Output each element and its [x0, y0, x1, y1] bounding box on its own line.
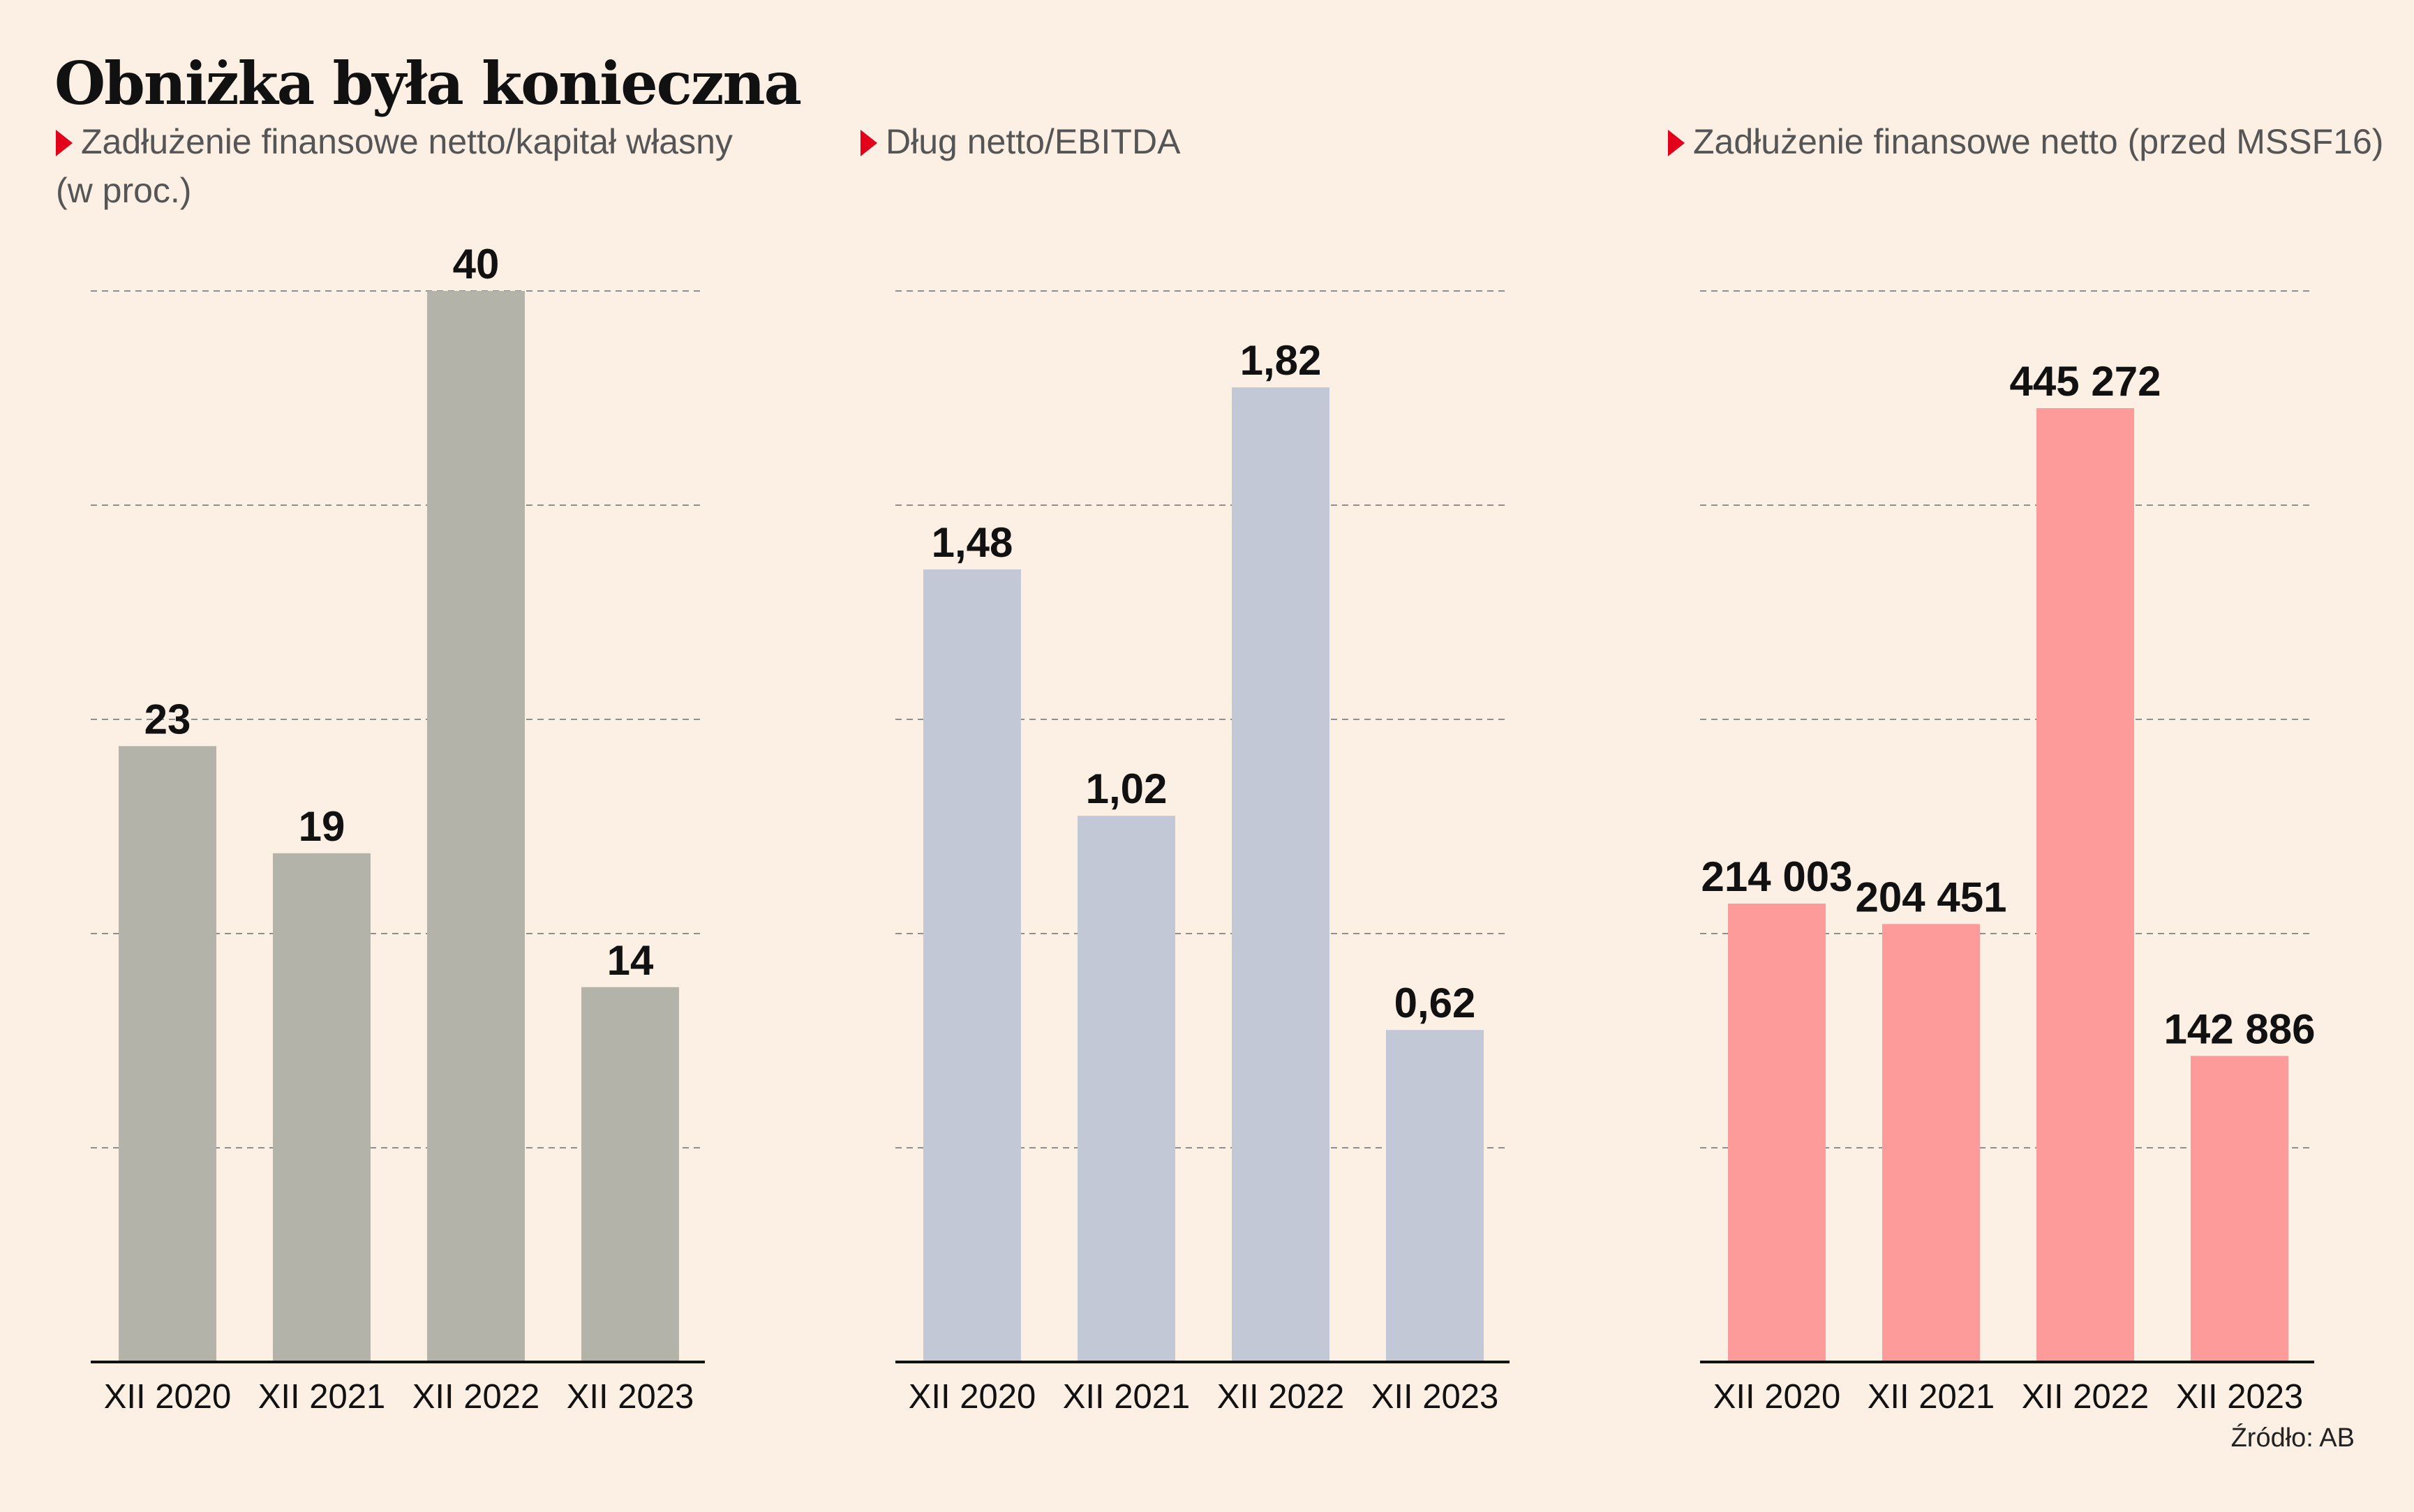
- bar: [273, 853, 371, 1362]
- panel-title-line-1: Zadłużenie finansowe netto (przed MSSF16…: [1693, 122, 2384, 161]
- triangle-marker-icon: [56, 130, 73, 156]
- bar-value-label: 204 451: [1856, 874, 2007, 920]
- bar: [119, 746, 216, 1362]
- bar-value-label: 23: [144, 696, 191, 742]
- panel-title-line-2: (w proc.): [56, 171, 192, 210]
- bar: [1728, 904, 1826, 1362]
- bar: [1232, 387, 1329, 1362]
- x-tick-label: XII 2022: [412, 1378, 540, 1416]
- x-tick-label: XII 2022: [2022, 1378, 2149, 1416]
- x-tick-label: XII 2022: [1217, 1378, 1345, 1416]
- bar: [2191, 1056, 2288, 1362]
- triangle-marker-icon: [860, 130, 877, 156]
- bar-value-label: 1,82: [1240, 337, 1322, 384]
- bar: [1882, 924, 1980, 1362]
- x-tick-label: XII 2020: [1713, 1378, 1841, 1416]
- triangle-marker-icon: [1668, 130, 1685, 156]
- bar-value-label: 214 003: [1701, 853, 1853, 900]
- bar-value-label: 14: [607, 937, 654, 984]
- bar-value-label: 40: [453, 241, 500, 287]
- bar: [1386, 1030, 1484, 1362]
- x-tick-label: XII 2021: [1063, 1378, 1191, 1416]
- source-note: Źródło: AB: [2230, 1423, 2355, 1453]
- x-tick-label: XII 2023: [2176, 1378, 2304, 1416]
- chart-title: Obniżka była konieczna: [54, 49, 802, 118]
- panel-title-line-1: Zadłużenie finansowe netto/kapitał własn…: [81, 122, 733, 161]
- x-tick-label: XII 2020: [909, 1378, 1036, 1416]
- bar: [427, 291, 525, 1362]
- x-tick-label: XII 2021: [258, 1378, 386, 1416]
- bar: [923, 569, 1021, 1362]
- x-tick-label: XII 2021: [1868, 1378, 1995, 1416]
- bar: [2036, 408, 2134, 1363]
- bar: [1078, 816, 1175, 1362]
- bar-value-label: 19: [299, 803, 345, 850]
- x-tick-label: XII 2023: [567, 1378, 694, 1416]
- bar: [581, 987, 679, 1362]
- bar-value-label: 0,62: [1394, 980, 1476, 1026]
- bar-value-label: 1,02: [1086, 765, 1168, 812]
- bar-value-label: 445 272: [2010, 358, 2161, 405]
- panel-title-net-debt: Zadłużenie finansowe netto (przed MSSF16…: [1668, 117, 2383, 166]
- bar-value-label: 142 886: [2164, 1005, 2316, 1052]
- panel-title-line-1: Dług netto/EBITDA: [886, 122, 1181, 161]
- panel-title-debt-ebitda: Dług netto/EBITDA: [860, 117, 1180, 166]
- x-tick-label: XII 2023: [1371, 1378, 1499, 1416]
- panel-title-debt-equity: Zadłużenie finansowe netto/kapitał własn…: [56, 117, 733, 215]
- x-tick-label: XII 2020: [104, 1378, 232, 1416]
- bar-value-label: 1,48: [932, 519, 1013, 566]
